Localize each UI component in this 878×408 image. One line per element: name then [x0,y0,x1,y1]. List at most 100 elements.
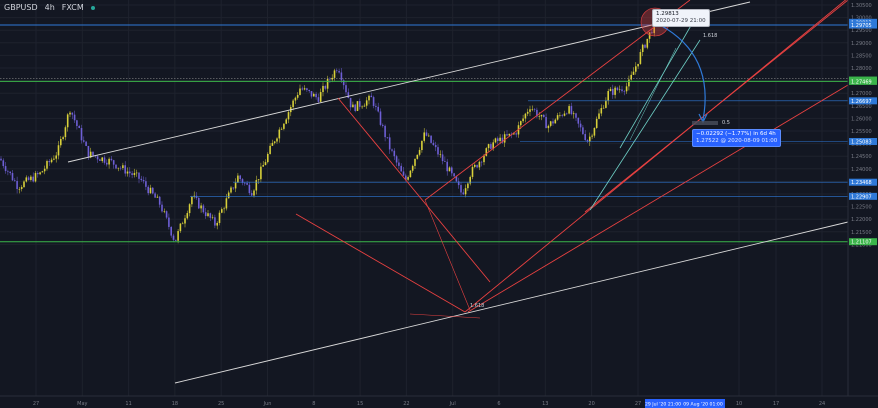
candle-body [418,150,421,155]
candle-body [34,173,37,182]
candle-body [402,171,405,176]
candle-body [352,104,354,108]
candle-body [237,175,239,183]
candle-body [184,218,186,224]
candle-body [377,106,379,112]
candle-body [393,150,396,157]
price-level-badge [849,21,877,29]
symbol-name[interactable]: GBPUSD [4,3,38,12]
candle-body [78,125,80,129]
candle-body [142,180,145,182]
candle-body [411,165,414,171]
candle-body [501,137,504,143]
candle-body [260,166,262,180]
wedge-line [424,199,471,311]
candle-body [582,127,584,135]
candle-body [441,154,444,162]
candle-body [223,208,225,210]
price-level-badge [849,192,877,200]
candle-body [421,140,423,151]
candle-body [122,165,124,169]
candle-body [25,177,28,182]
pitchfork-lower [467,84,849,313]
candle-body [563,113,566,116]
price-axis-bg [848,0,878,408]
candle-body [218,212,221,223]
time-tick-label: 13 [542,401,548,407]
measure-anchor [692,121,718,125]
candle-body [202,205,205,213]
candle-body [163,211,166,212]
candle-body [483,155,485,163]
candle-body [273,141,276,143]
price-level-badge [849,238,877,246]
candle-body [55,155,57,159]
price-tick-label: 1.24500 [851,154,872,160]
candle-body [591,135,593,137]
fib-label: 1.618 [703,33,717,39]
candle-body [506,134,508,136]
candle-body [407,177,409,180]
trend-channel-line [589,39,701,211]
candle-body [331,77,333,80]
candle-body [451,167,453,174]
time-tick-label: 22 [403,401,409,407]
candle-body [593,127,596,136]
price-axis[interactable]: 1.30500 1.30000 1.29500 1.29000 1.28500 1.280… [847,0,878,408]
candle-body [382,124,384,126]
candle-body [294,97,297,101]
candle-body [227,192,230,199]
candle-body [156,196,159,198]
candle-body [529,109,531,112]
source-label: FXCM [61,3,84,12]
time-tick-label: 20 [588,401,594,407]
candle-body [186,213,189,219]
candle-body [471,166,474,177]
candle-body [250,193,253,196]
candle-body [175,239,177,241]
price-tick-label: 1.30000 [851,16,872,22]
candle-body [248,184,251,194]
candle-body [276,138,278,142]
candle-body [632,71,635,75]
drawing-tools[interactable] [0,0,849,384]
candle-body [62,137,64,139]
channel-lower-line [174,221,849,384]
candle-body [651,32,653,34]
candle-body [285,119,287,124]
candle-body [16,180,18,190]
pitchfork-upper [424,0,691,201]
symbol-header[interactable]: GBPUSD 4h FXCM [4,3,95,12]
candle-body [630,74,632,80]
price-tick-label: 1.27000 [851,91,872,97]
candle-body [365,100,368,106]
candle-body [264,162,267,166]
candle-body [492,142,494,149]
candle-body [299,88,301,95]
candle-body [430,135,432,143]
fib-label: 1.618 [470,303,484,309]
candle-body [538,116,540,117]
time-tick-label: 18 [172,401,178,407]
candle-body [467,183,469,189]
time-axis[interactable]: 27 May 11 18 25 Jun 8 15 22 Jul 6 13 20 27 10 17 24 29 Ju… [0,395,878,408]
price-tick-label: 1.26500 [851,104,872,110]
candle-body [561,115,563,116]
interval-label[interactable]: 4h [44,3,55,12]
price-level-label: 1.26697 [851,99,872,105]
price-level-badge [849,138,877,146]
channel-upper-line [67,1,751,163]
time-tick-label: 6 [497,401,500,407]
candle-body [110,158,113,161]
time-tick-label: 25 [218,401,224,407]
candle-body [570,106,573,115]
candle-body [639,52,642,64]
candle-body [469,176,471,184]
candle-body [149,187,152,194]
candle-body [545,117,547,129]
candle-body [267,153,269,163]
candle-body [526,111,529,114]
candle-body [322,85,324,93]
